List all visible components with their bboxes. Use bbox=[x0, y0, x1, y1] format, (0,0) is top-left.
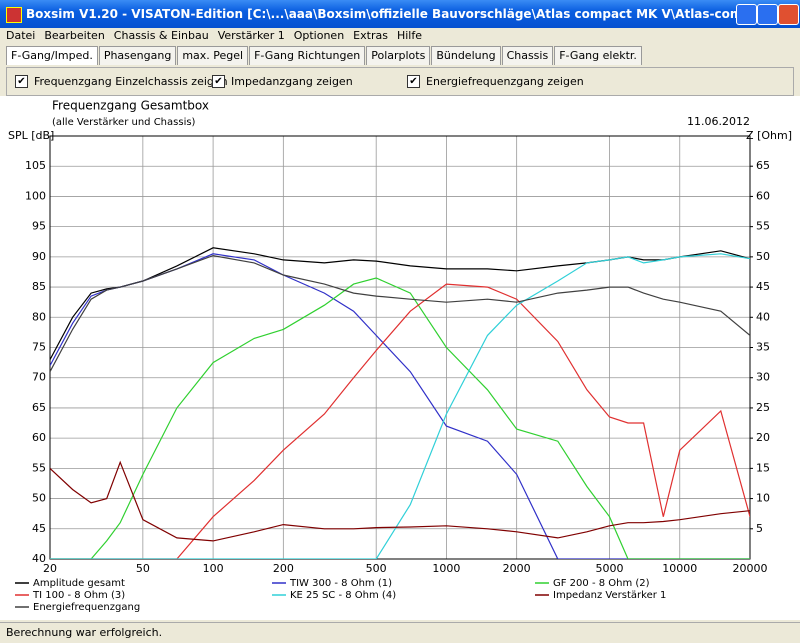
menu-item[interactable]: Optionen bbox=[293, 29, 345, 42]
tab-bar: F-Gang/Imped. Phasengang max. Pegel F-Gang … bbox=[6, 46, 643, 65]
legend-label: Amplitude gesamt bbox=[33, 578, 125, 589]
window-title: Boxsim V1.20 - VISATON-Edition [C:\...\a… bbox=[26, 7, 800, 21]
y2-tick-label: 65 bbox=[756, 159, 770, 172]
series-line bbox=[50, 247, 750, 360]
legend-label: Energiefrequenzgang bbox=[33, 602, 140, 613]
x-tick-label: 500 bbox=[366, 562, 387, 575]
x-tick-label: 20000 bbox=[733, 562, 768, 575]
minimize-button[interactable] bbox=[736, 4, 757, 25]
close-button[interactable] bbox=[778, 4, 799, 25]
y-axis-label: SPL [dB] bbox=[8, 129, 54, 142]
checkbox-label[interactable]: Frequenzgang Einzelchassis zeigen bbox=[34, 75, 228, 88]
menu-item[interactable]: Chassis & Einbau bbox=[113, 29, 209, 42]
y2-tick-label: 15 bbox=[756, 461, 770, 474]
status-text: Berechnung war erfolgreich. bbox=[6, 626, 163, 639]
options-panel: ✔ Frequenzgang Einzelchassis zeigen ✔ Imped… bbox=[6, 67, 794, 96]
legend-label: GF 200 - 8 Ohm (2) bbox=[553, 578, 650, 589]
chart-date: 11.06.2012 bbox=[687, 115, 750, 128]
checkbox-box[interactable]: ✔ bbox=[15, 75, 28, 88]
plot-frame bbox=[49, 135, 751, 560]
chart-title: Frequenzgang Gesamtbox bbox=[52, 99, 209, 113]
tab[interactable]: Phasengang bbox=[98, 46, 177, 65]
x-tick-label: 2000 bbox=[503, 562, 531, 575]
y2-tick-label: 55 bbox=[756, 220, 770, 233]
checkbox-label[interactable]: Energiefrequenzgang zeigen bbox=[426, 75, 584, 88]
x-tick-label: 100 bbox=[203, 562, 224, 575]
y-tick-label: 90 bbox=[32, 250, 46, 263]
x-tick-label: 20 bbox=[43, 562, 57, 575]
checkbox-box[interactable]: ✔ bbox=[212, 75, 225, 88]
y-tick-label: 85 bbox=[32, 280, 46, 293]
tab[interactable]: max. Pegel bbox=[177, 46, 249, 65]
series-line bbox=[50, 277, 750, 559]
y-tick-label: 105 bbox=[25, 159, 46, 172]
menu-item[interactable]: Bearbeiten bbox=[44, 29, 105, 42]
status-bar: Berechnung war erfolgreich. bbox=[0, 622, 800, 643]
x-tick-label: 5000 bbox=[596, 562, 624, 575]
y-tick-label: 60 bbox=[32, 431, 46, 444]
y-tick-label: 50 bbox=[32, 492, 46, 505]
x-tick-label: 10000 bbox=[662, 562, 697, 575]
checkbox[interactable]: ✔ Impedanzgang zeigen bbox=[212, 75, 353, 88]
series-line bbox=[50, 253, 750, 559]
y-tick-label: 80 bbox=[32, 310, 46, 323]
y2-tick-label: 45 bbox=[756, 280, 770, 293]
checkbox-label[interactable]: Impedanzgang zeigen bbox=[231, 75, 353, 88]
tab[interactable]: Chassis bbox=[501, 46, 554, 65]
tab[interactable]: Bündelung bbox=[431, 46, 501, 65]
x-tick-label: 200 bbox=[273, 562, 294, 575]
y2-tick-label: 35 bbox=[756, 341, 770, 354]
y-tick-label: 55 bbox=[32, 461, 46, 474]
legend-label: TI 100 - 8 Ohm (3) bbox=[32, 590, 125, 601]
y2-tick-label: 60 bbox=[756, 189, 770, 202]
y2-tick-label: 25 bbox=[756, 401, 770, 414]
x-tick-label: 50 bbox=[136, 562, 150, 575]
legend-label: TIW 300 - 8 Ohm (1) bbox=[289, 578, 392, 589]
y-tick-label: 65 bbox=[32, 401, 46, 414]
series-line bbox=[50, 283, 750, 559]
menu-bar: Datei Bearbeiten Chassis & Einbau Verstärke… bbox=[0, 28, 800, 44]
y-tick-label: 100 bbox=[25, 189, 46, 202]
chart: Frequenzgang Gesamtbox (alle Verstärker … bbox=[0, 96, 800, 620]
title-bar: Boxsim V1.20 - VISATON-Edition [C:\...\a… bbox=[0, 0, 800, 28]
tab[interactable]: F-Gang Richtungen bbox=[249, 46, 366, 65]
chart-subtitle: (alle Verstärker und Chassis) bbox=[52, 117, 196, 128]
series-line bbox=[50, 253, 750, 559]
maximize-button[interactable] bbox=[757, 4, 778, 25]
y-tick-label: 70 bbox=[32, 371, 46, 384]
menu-item[interactable]: Extras bbox=[353, 29, 388, 42]
y2-tick-label: 5 bbox=[756, 522, 763, 535]
y-tick-label: 45 bbox=[32, 522, 46, 535]
menu-item[interactable]: Datei bbox=[6, 29, 36, 42]
checkbox[interactable]: ✔ Frequenzgang Einzelchassis zeigen bbox=[15, 75, 228, 88]
checkbox-box[interactable]: ✔ bbox=[407, 75, 420, 88]
y-tick-label: 75 bbox=[32, 341, 46, 354]
checkbox[interactable]: ✔ Energiefrequenzgang zeigen bbox=[407, 75, 584, 88]
y2-tick-label: 30 bbox=[756, 371, 770, 384]
legend-label: KE 25 SC - 8 Ohm (4) bbox=[290, 590, 396, 601]
y2-tick-label: 10 bbox=[756, 492, 770, 505]
y2-axis-label: Z [Ohm] bbox=[746, 129, 792, 142]
app-icon bbox=[6, 7, 22, 23]
menu-item[interactable]: Verstärker 1 bbox=[217, 29, 285, 42]
tab[interactable]: F-Gang/Imped. bbox=[6, 46, 98, 65]
legend-label: Impedanz Verstärker 1 bbox=[553, 590, 666, 601]
series-line bbox=[50, 254, 750, 372]
y2-tick-label: 40 bbox=[756, 310, 770, 323]
y-tick-label: 40 bbox=[32, 552, 46, 565]
tab[interactable]: Polarplots bbox=[366, 46, 431, 65]
menu-item[interactable]: Hilfe bbox=[396, 29, 422, 42]
tab[interactable]: F-Gang elektr. bbox=[554, 46, 642, 65]
y-tick-label: 95 bbox=[32, 220, 46, 233]
y2-tick-label: 50 bbox=[756, 250, 770, 263]
y2-tick-label: 20 bbox=[756, 431, 770, 444]
series-line bbox=[50, 460, 750, 542]
x-tick-label: 1000 bbox=[432, 562, 460, 575]
